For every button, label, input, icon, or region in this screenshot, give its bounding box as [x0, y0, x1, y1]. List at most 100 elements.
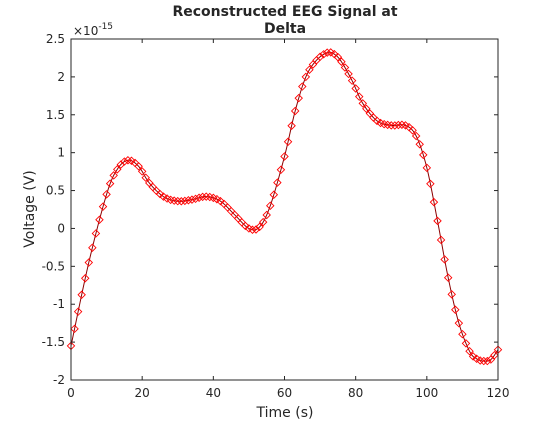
data-marker — [433, 216, 442, 226]
y-tick-label: -1.5 — [42, 335, 65, 349]
data-marker — [383, 120, 392, 130]
data-marker — [298, 82, 307, 91]
data-marker — [354, 92, 364, 101]
y-axis-exponent-base: ×10 — [73, 24, 98, 38]
data-marker — [486, 355, 496, 364]
data-marker — [70, 324, 79, 334]
y-tick-label: 1.5 — [46, 108, 65, 122]
x-tick-label: 20 — [135, 386, 150, 400]
data-marker — [177, 197, 186, 206]
y-axis-label: Voltage (V) — [22, 170, 38, 247]
y-tick-label: 1 — [57, 146, 65, 160]
data-marker — [490, 350, 499, 360]
data-marker — [408, 126, 417, 135]
axes-layer: 0 20 40 60 80 100 120 -2 -1.5 -1 -0.5 0 0.5 1 1.5 2 2.5 — [42, 32, 510, 400]
data-marker — [280, 152, 289, 161]
y-tick-label: 2.5 — [46, 32, 65, 46]
y-tick-label: 2 — [57, 70, 65, 84]
data-marker — [137, 167, 147, 176]
data-marker — [276, 165, 286, 175]
y-tick-label: -0.5 — [42, 259, 65, 273]
data-marker — [443, 273, 453, 282]
data-marker — [84, 258, 94, 267]
data-marker — [429, 197, 439, 207]
series-markers-1 — [66, 48, 503, 366]
data-marker — [91, 229, 101, 238]
x-tick-label: 40 — [206, 386, 221, 400]
data-marker — [290, 106, 300, 116]
data-marker — [134, 162, 143, 171]
data-marker — [436, 235, 446, 245]
chart-title-line-1: Reconstructed EEG Signal at — [172, 4, 397, 20]
data-marker — [255, 222, 264, 232]
data-marker — [415, 140, 424, 149]
y-tick-label: -2 — [53, 373, 65, 387]
data-marker — [465, 346, 474, 356]
data-marker — [241, 221, 250, 231]
data-marker — [120, 157, 129, 166]
data-marker — [347, 76, 357, 85]
data-marker — [77, 290, 86, 300]
chart-title-line-2: Delta — [264, 21, 306, 37]
data-marker — [468, 352, 478, 361]
data-marker — [322, 48, 332, 57]
data-marker — [283, 137, 293, 146]
data-marker — [337, 57, 346, 66]
data-marker — [426, 179, 435, 189]
data-marker — [258, 217, 268, 227]
data-marker — [88, 243, 97, 252]
x-tick-label: 60 — [277, 386, 292, 400]
data-marker — [98, 202, 108, 211]
data-marker — [451, 305, 460, 314]
data-marker — [191, 194, 200, 204]
data-marker — [305, 65, 314, 74]
x-tick-label: 100 — [415, 386, 438, 400]
data-marker — [351, 84, 360, 93]
data-marker — [387, 121, 396, 130]
data-marker — [372, 116, 382, 126]
data-marker — [198, 192, 207, 202]
data-marker — [159, 192, 168, 201]
data-marker — [262, 210, 271, 220]
y-tick-label: -1 — [53, 297, 65, 311]
data-marker — [273, 178, 282, 187]
data-marker — [95, 215, 104, 224]
data-marker — [212, 194, 222, 204]
data-marker — [454, 318, 464, 328]
data-marker — [269, 190, 279, 199]
data-marker — [301, 72, 311, 82]
data-marker — [184, 196, 193, 205]
data-marker — [127, 156, 136, 165]
data-marker — [411, 131, 421, 141]
data-marker — [251, 225, 261, 234]
x-tick-label: 0 — [67, 386, 75, 400]
data-marker — [109, 171, 118, 180]
data-marker — [344, 69, 353, 79]
data-marker — [102, 190, 111, 199]
data-marker — [169, 196, 179, 205]
series-layer — [66, 48, 503, 366]
data-marker — [419, 150, 428, 160]
data-marker — [447, 290, 456, 299]
data-marker — [201, 192, 211, 201]
data-marker — [475, 356, 485, 365]
data-marker — [113, 165, 122, 174]
data-marker — [155, 189, 165, 199]
data-marker — [294, 93, 303, 103]
data-marker — [248, 225, 257, 234]
data-marker — [315, 52, 325, 62]
data-marker — [216, 196, 225, 206]
data-marker — [390, 121, 400, 130]
x-tick-label: 80 — [348, 386, 363, 400]
data-marker — [80, 274, 90, 283]
data-marker — [358, 99, 368, 108]
data-marker — [187, 195, 197, 204]
data-marker — [173, 196, 182, 206]
data-marker — [194, 193, 204, 202]
data-marker — [362, 104, 371, 114]
data-marker — [340, 63, 350, 72]
plot-area — [71, 39, 498, 380]
data-marker — [333, 52, 343, 62]
